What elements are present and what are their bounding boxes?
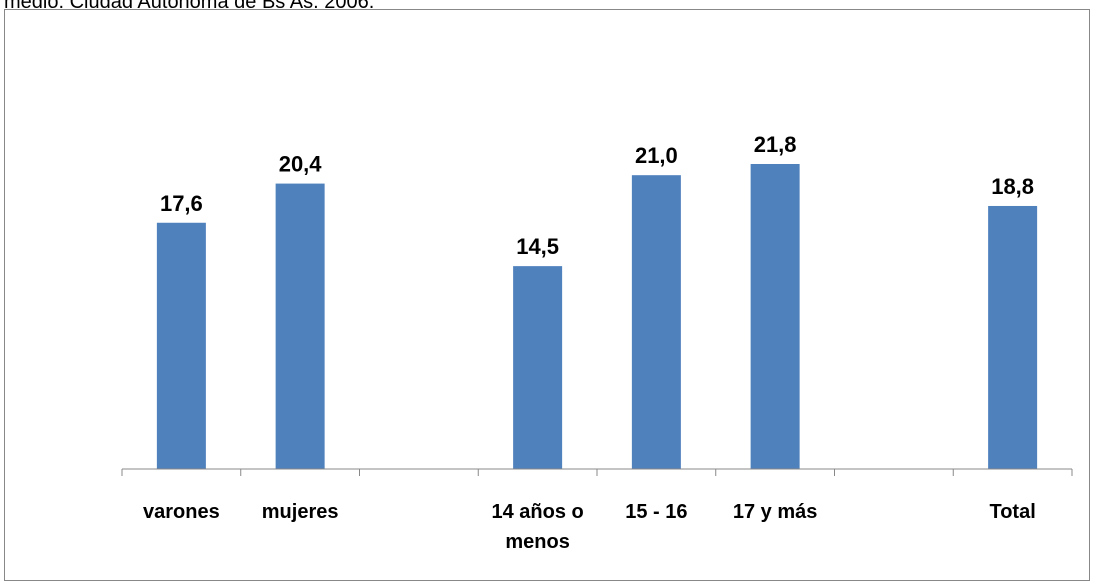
value-label-0: 17,6 xyxy=(160,191,203,216)
value-label-4: 21,0 xyxy=(635,143,678,168)
bar-0 xyxy=(156,222,206,469)
category-label-3: 14 años o xyxy=(491,501,583,523)
category-label-5: 17 y más xyxy=(733,501,818,523)
bar-7 xyxy=(988,205,1038,469)
bar-1 xyxy=(275,183,325,470)
category-label-0: varones xyxy=(143,501,220,523)
category-label-1: mujeres xyxy=(262,501,339,523)
value-label-5: 21,8 xyxy=(754,132,797,157)
value-label-1: 20,4 xyxy=(279,152,323,177)
value-label-3: 14,5 xyxy=(516,234,559,259)
bar-4 xyxy=(631,175,681,469)
category-label-3-line-1: menos xyxy=(505,531,569,553)
category-label-4: 15 - 16 xyxy=(625,501,687,523)
bar-3 xyxy=(513,266,563,469)
category-label-7: Total xyxy=(989,501,1035,523)
bar-5 xyxy=(750,163,800,469)
value-label-7: 18,8 xyxy=(991,174,1034,199)
